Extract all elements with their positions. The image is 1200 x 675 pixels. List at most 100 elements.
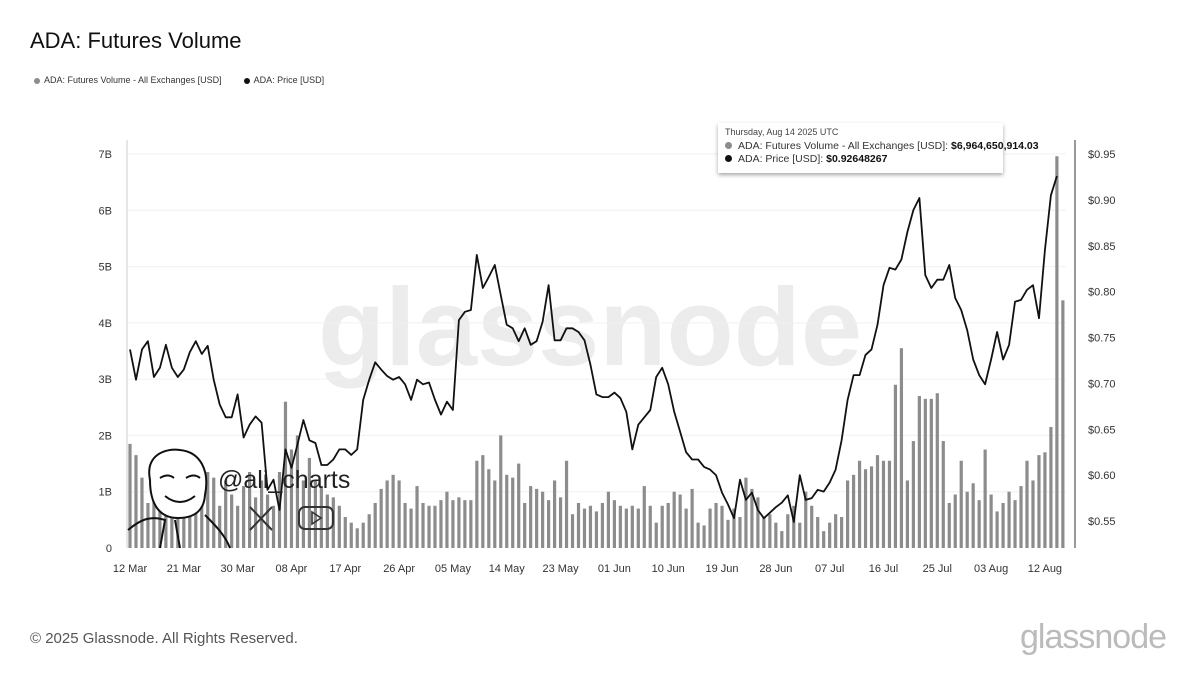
- tooltip-price-label: ADA: Price [USD]:: [738, 153, 824, 165]
- volume-bar: [624, 508, 628, 548]
- volume-bar: [427, 505, 431, 548]
- volume-bar: [134, 455, 138, 548]
- volume-bar: [840, 517, 844, 548]
- right-axis-tick: $0.55: [1088, 516, 1116, 528]
- volume-bar: [846, 480, 850, 548]
- right-axis-tick: $0.90: [1088, 195, 1116, 207]
- volume-bar: [433, 505, 437, 548]
- volume-bar: [301, 480, 306, 548]
- volume-bar: [947, 502, 951, 548]
- volume-bar: [451, 500, 455, 548]
- volume-bar: [355, 528, 359, 548]
- volume-bar: [230, 494, 234, 548]
- volume-bar: [917, 396, 921, 548]
- volume-bar: [367, 514, 371, 548]
- volume-bar: [499, 435, 503, 548]
- volume-bar: [379, 488, 383, 548]
- price-dot: [725, 155, 732, 162]
- volume-bar: [564, 460, 569, 548]
- volume-bar: [780, 531, 784, 548]
- volume-bar: [923, 398, 927, 548]
- volume-bar: [648, 505, 652, 548]
- volume-bar: [756, 497, 760, 548]
- volume-bar: [248, 472, 252, 548]
- left-axis-tick: 1B: [99, 487, 112, 499]
- volume-bar: [1007, 491, 1011, 548]
- volume-bar: [594, 511, 599, 548]
- volume-bar: [271, 505, 276, 548]
- volume-bar: [911, 441, 915, 548]
- volume-bar: [828, 522, 832, 548]
- volume-bar: [959, 460, 963, 548]
- volume-bar: [547, 500, 551, 548]
- avatar-sketch: [127, 448, 231, 549]
- volume-bar: [588, 505, 593, 548]
- right-axis-tick: $0.80: [1088, 287, 1116, 299]
- volume-bar: [289, 449, 294, 548]
- volume-bar: [421, 502, 425, 548]
- volume-bar: [265, 494, 270, 548]
- volume-bar: [678, 494, 682, 548]
- volume-bar: [1049, 426, 1053, 548]
- volume-bar: [750, 488, 754, 548]
- volume-bar: [726, 519, 730, 548]
- tooltip-volume-label: ADA: Futures Volume - All Exchanges [USD…: [738, 140, 949, 152]
- volume-bar: [881, 460, 886, 548]
- volume-bar: [977, 500, 981, 548]
- volume-bar: [875, 455, 880, 548]
- volume-bar: [1037, 455, 1041, 548]
- volume-bar: [696, 522, 700, 548]
- right-axis-tick: $0.75: [1088, 333, 1116, 345]
- volume-bar: [511, 477, 515, 548]
- volume-bar: [552, 480, 557, 548]
- volume-bar: [224, 480, 228, 548]
- legend-label: ADA: Price [USD]: [253, 75, 325, 85]
- volume-bar: [869, 466, 874, 548]
- volume-bar: [822, 531, 826, 548]
- volume-bar: [618, 505, 622, 548]
- volume-bar: [397, 480, 401, 548]
- volume-bar: [212, 477, 216, 548]
- volume-bar: [242, 486, 246, 548]
- legend-item-volume[interactable]: ADA: Futures Volume - All Exchanges [USD…: [34, 75, 222, 85]
- glassnode-logo[interactable]: glassnode: [1020, 618, 1167, 656]
- x-logo-icon: [249, 506, 273, 531]
- x-axis-tick: 16 Jul: [869, 563, 898, 575]
- volume-bar: [1055, 156, 1059, 548]
- volume-bar: [200, 494, 204, 548]
- volume-bar: [463, 500, 467, 548]
- volume-bar: [863, 469, 868, 548]
- legend-item-price[interactable]: ADA: Price [USD]: [243, 75, 325, 85]
- volume-bar: [893, 384, 898, 548]
- volume-bar: [672, 491, 676, 548]
- volume-bar: [582, 508, 587, 548]
- x-axis-tick: 21 Mar: [167, 563, 202, 575]
- volume-bar: [319, 486, 323, 548]
- copyright: © 2025 Glassnode. All Rights Reserved.: [30, 630, 298, 647]
- volume-bar: [1001, 502, 1005, 548]
- volume-bar: [810, 505, 814, 548]
- left-axis-tick: 6B: [99, 205, 112, 217]
- x-axis-tick: 30 Mar: [221, 563, 256, 575]
- x-axis-tick: 03 Aug: [974, 563, 1008, 575]
- volume-bar: [415, 486, 419, 548]
- volume-bar: [140, 477, 144, 548]
- chart-title: ADA: Futures Volume: [30, 28, 242, 53]
- volume-bar: [259, 480, 264, 548]
- x-axis-tick: 26 Apr: [383, 563, 415, 575]
- volume-bar: [373, 502, 377, 548]
- x-axis-tick: 17 Apr: [329, 563, 361, 575]
- volume-bar: [600, 502, 605, 548]
- volume-bar: [409, 508, 413, 548]
- volume-bar: [576, 502, 581, 548]
- volume-bar: [941, 441, 945, 548]
- x-axis-tick: 14 May: [489, 563, 526, 575]
- volume-bar: [307, 457, 311, 548]
- volume-bar: [152, 480, 156, 548]
- volume-bar: [690, 488, 694, 548]
- volume-bar: [1025, 460, 1029, 548]
- legend-dot-volume: [34, 77, 40, 84]
- volume-bar: [905, 480, 909, 548]
- volume-bar: [253, 497, 258, 548]
- volume-bar: [768, 514, 772, 548]
